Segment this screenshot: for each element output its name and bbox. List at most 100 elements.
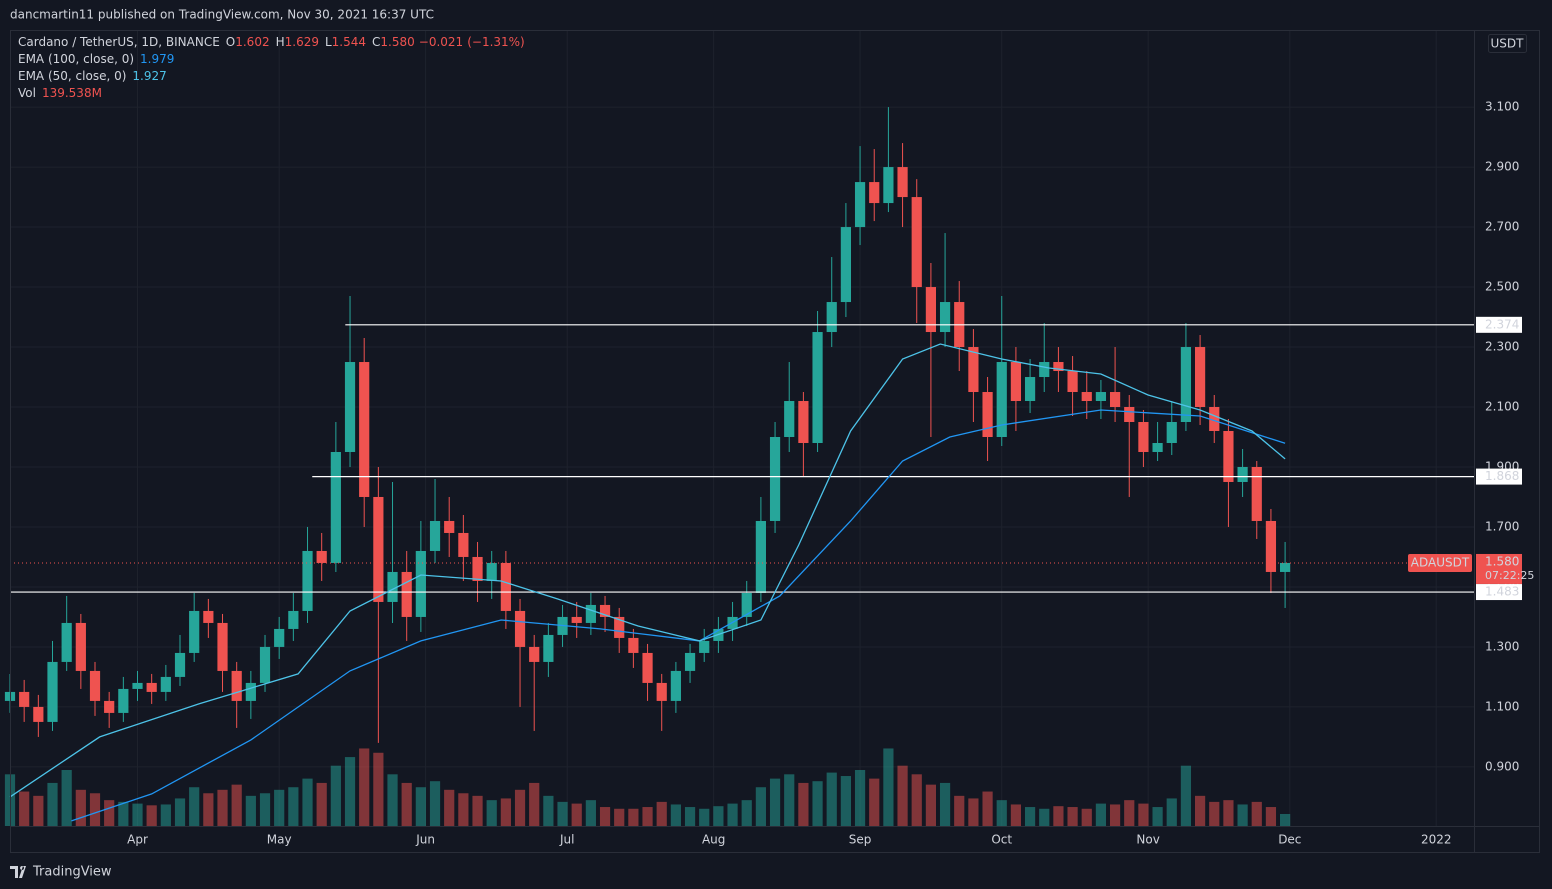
candle-body — [302, 550, 313, 611]
candle-body — [344, 362, 356, 452]
volume-bar — [1124, 800, 1135, 826]
candle-body — [1010, 362, 1022, 402]
volume-bar — [968, 798, 979, 826]
candle-body — [401, 571, 412, 617]
volume-bar — [1237, 804, 1248, 826]
currency-box[interactable] — [1488, 34, 1527, 53]
volume-bar — [543, 795, 554, 826]
candle-body — [259, 646, 271, 683]
candle-body — [1124, 407, 1135, 423]
candle-body — [656, 682, 667, 701]
y-tick-label: 3.100 — [1485, 100, 1519, 114]
volume-bar — [47, 782, 58, 826]
candle-body — [968, 347, 979, 393]
volume-bar — [302, 778, 313, 826]
axes: 0.9001.1001.3001.5001.7001.9002.1002.300… — [10, 30, 1540, 853]
volume-bar — [160, 804, 171, 826]
volume-bar — [911, 774, 922, 826]
volume-bar — [599, 807, 611, 826]
volume-bar — [75, 789, 86, 826]
candle-body — [1265, 520, 1277, 572]
ohlc-key: C — [372, 35, 380, 49]
volume-bar — [217, 789, 228, 826]
currency-label: USDT — [1491, 37, 1525, 51]
volume-last: 139.538M — [42, 86, 102, 100]
candle-body — [316, 550, 327, 563]
ema-line — [9, 343, 1286, 798]
volume-bar — [529, 782, 540, 826]
y-tick-label: 2.300 — [1485, 340, 1519, 354]
volume-bar — [656, 801, 667, 826]
ohlc-key: O — [226, 35, 235, 49]
volume-bar — [1010, 804, 1022, 826]
x-tick-label: May — [267, 833, 292, 847]
candle-body — [118, 688, 129, 713]
volume-bar — [713, 806, 724, 826]
volume-bar — [897, 765, 908, 826]
countdown-label: 07:22:25 — [1485, 569, 1534, 582]
legend-ema: EMA (100, close, 0) 1.979 — [18, 52, 174, 66]
chart-frame — [10, 30, 1540, 853]
candle-body — [614, 616, 625, 638]
price-tag — [1476, 553, 1522, 584]
volume-bar — [812, 781, 823, 826]
candle-body — [854, 182, 866, 228]
volume-bar — [33, 795, 44, 826]
y-tick-label: 1.700 — [1485, 519, 1519, 533]
candle-body — [359, 362, 370, 497]
candle-body — [61, 622, 72, 662]
change-value: −0.021 — [419, 35, 463, 49]
candle-body — [217, 622, 228, 671]
candle-body — [982, 392, 993, 437]
volume-bar — [1039, 808, 1050, 826]
y-tick-label: 1.300 — [1485, 639, 1519, 653]
legend-main: Cardano / TetherUS, 1D, BINANCE O1.602 H1.… — [18, 35, 525, 49]
volume-bar — [288, 787, 299, 826]
volume-bar — [429, 781, 441, 826]
volume-bar — [401, 782, 412, 826]
y-tick-label: 2.900 — [1485, 160, 1519, 174]
candle-body — [628, 637, 639, 653]
candle-body — [33, 706, 44, 722]
candle-body — [1180, 347, 1192, 423]
ema-last: 1.927 — [132, 69, 166, 83]
x-tick-label: Jul — [559, 833, 574, 847]
candle-body — [741, 592, 752, 617]
candle-body — [132, 682, 143, 689]
level-tag-label: 2.374 — [1485, 317, 1519, 331]
volume-bar — [373, 752, 384, 826]
volume-bar — [1209, 801, 1220, 826]
volume-bar — [1024, 807, 1036, 826]
y-tick-label: 2.100 — [1485, 400, 1519, 414]
candle-body — [330, 451, 341, 563]
volume-bar — [132, 803, 143, 826]
volume-bar — [557, 801, 568, 826]
volume-bar — [1095, 803, 1107, 826]
volume-bar — [1194, 795, 1206, 826]
volume-bar — [118, 801, 129, 826]
volume-bar — [104, 800, 115, 826]
volume-bar — [925, 784, 937, 826]
volume-bar — [146, 805, 157, 826]
candle-body — [699, 640, 710, 653]
volume-bar — [840, 776, 851, 826]
volume-bar — [883, 748, 894, 826]
volume-bar — [174, 798, 186, 826]
grid — [10, 30, 1474, 826]
ema-name: EMA (50, close, 0) — [18, 69, 126, 83]
candle-body — [189, 610, 200, 653]
volume-bar — [954, 795, 965, 826]
candle-body — [89, 670, 101, 701]
candle-body — [514, 610, 526, 647]
candle-body — [19, 691, 30, 707]
candle-body — [571, 616, 582, 623]
candle-body — [486, 562, 497, 581]
candle-body — [812, 332, 823, 443]
x-tick-label: Oct — [991, 833, 1012, 847]
candle-body — [1039, 362, 1050, 378]
level-tag-label: 1.868 — [1485, 469, 1519, 483]
candle-body — [869, 182, 880, 204]
ema-last: 1.979 — [140, 52, 174, 66]
x-tick-label: Sep — [849, 833, 872, 847]
